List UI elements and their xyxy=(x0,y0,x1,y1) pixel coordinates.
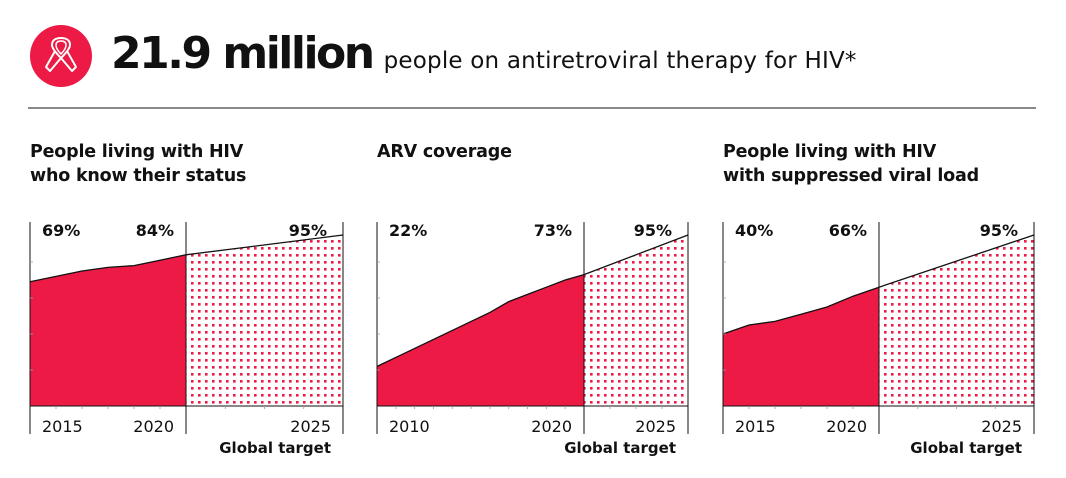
header-divider xyxy=(28,107,1036,109)
value-label-start: 69% xyxy=(42,221,80,240)
year-label-mid: 2020 xyxy=(133,417,174,436)
value-label-start: 22% xyxy=(389,221,427,240)
global-target-label: Global target xyxy=(910,439,1022,457)
target-line xyxy=(878,234,1035,288)
headline-text: people on antiretroviral therapy for HIV… xyxy=(383,48,857,74)
year-label-start: 2015 xyxy=(42,417,83,436)
logo-badge xyxy=(30,25,92,87)
year-label-target: 2025 xyxy=(635,417,676,436)
value-label-current: 73% xyxy=(534,221,572,240)
year-label-mid: 2020 xyxy=(531,417,572,436)
observed-area xyxy=(30,254,186,406)
year-label-mid: 2020 xyxy=(826,417,867,436)
panel-title-line: who know their status xyxy=(30,166,247,186)
global-target-label: Global target xyxy=(219,439,331,457)
observed-line xyxy=(29,254,187,283)
target-area xyxy=(879,235,1034,406)
global-target-label: Global target xyxy=(564,439,676,457)
panel-title-line: People living with HIV xyxy=(723,142,937,162)
observed-line xyxy=(722,286,880,335)
chart-panel-1: 22% 73% 95% 2010 2020 2025 Global target xyxy=(376,221,689,457)
value-label-target: 95% xyxy=(980,221,1018,240)
awareness-ribbon-icon xyxy=(45,37,77,72)
observed-area xyxy=(723,287,879,406)
panel-title-arv-coverage: ARV coverage xyxy=(377,140,512,164)
year-label-target: 2025 xyxy=(981,417,1022,436)
chart-panel-0: 69% 84% 95% 2015 2020 2025 Global target xyxy=(29,221,344,457)
value-label-current: 84% xyxy=(136,221,174,240)
chart-panel-2: 40% 66% 95% 2015 2020 2025 Global target xyxy=(722,221,1035,457)
value-label-target: 95% xyxy=(289,221,327,240)
value-label-current: 66% xyxy=(829,221,867,240)
panel-title-line: ARV coverage xyxy=(377,142,512,162)
year-label-start: 2010 xyxy=(389,417,430,436)
headline-number: 21.9 million xyxy=(111,28,375,79)
target-area xyxy=(186,235,343,406)
observed-area xyxy=(377,274,584,406)
target-line xyxy=(583,234,689,276)
year-label-target: 2025 xyxy=(290,417,331,436)
target-area xyxy=(584,235,688,406)
panel-title-line: People living with HIV xyxy=(30,142,244,162)
panel-title-line: with suppressed viral load xyxy=(723,166,979,186)
panel-title-know-status: People living with HIV who know their st… xyxy=(30,140,246,188)
year-label-start: 2015 xyxy=(735,417,776,436)
value-label-target: 95% xyxy=(634,221,672,240)
panel-title-viral-load: People living with HIV with suppressed v… xyxy=(723,140,979,188)
value-label-start: 40% xyxy=(735,221,773,240)
target-line xyxy=(185,234,344,256)
observed-line xyxy=(376,273,585,367)
header: 21.9 million people on antiretroviral th… xyxy=(30,25,857,87)
